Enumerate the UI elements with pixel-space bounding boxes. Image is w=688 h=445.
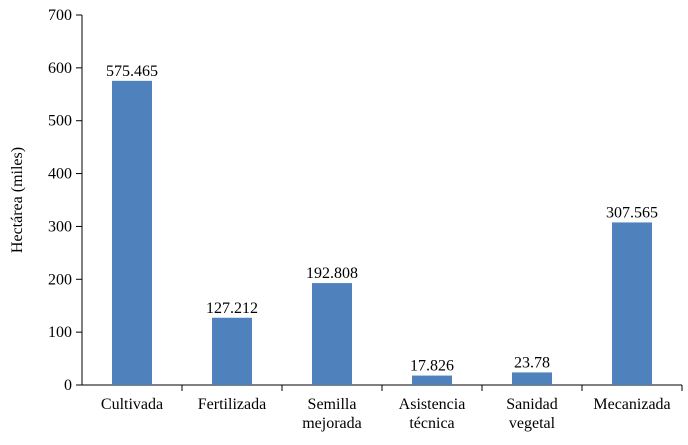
- value-label: 17.826: [410, 358, 454, 375]
- x-tick-label: Fertilizada: [197, 396, 267, 413]
- value-label: 192.808: [306, 265, 358, 282]
- y-tick-label: 100: [48, 324, 72, 341]
- x-tick-label: Sanidad vegetal: [506, 396, 558, 432]
- x-tick-label: Semilla mejorada: [302, 396, 362, 432]
- value-label: 23.78: [514, 354, 550, 371]
- y-tick-label: 300: [48, 218, 72, 235]
- bar: [312, 283, 352, 385]
- x-tick-label: Cultivada: [100, 396, 164, 413]
- bar: [612, 222, 652, 385]
- y-tick-label: 500: [48, 113, 72, 130]
- bar: [112, 80, 152, 385]
- y-tick-label: 200: [48, 271, 72, 288]
- x-tick-label: Mecanizada: [593, 396, 671, 413]
- value-label: 575.465: [106, 63, 158, 80]
- y-tick-label: 400: [48, 166, 72, 183]
- y-tick-label: 700: [48, 7, 72, 24]
- value-label: 127.212: [206, 300, 258, 317]
- bar: [512, 372, 552, 385]
- x-tick-label: Asistencia técnica: [398, 396, 466, 432]
- value-label: 307.565: [606, 204, 658, 221]
- bar: [412, 375, 452, 385]
- y-tick-label: 0: [64, 377, 72, 394]
- bar: [212, 317, 252, 385]
- y-tick-label: 600: [48, 60, 72, 77]
- y-axis-label: Hectárea (miles): [9, 147, 26, 253]
